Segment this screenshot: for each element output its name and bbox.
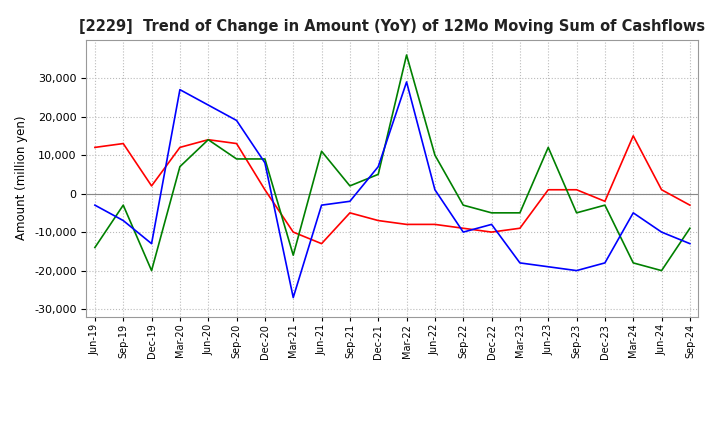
Free Cashflow bbox=[91, 202, 99, 208]
Investing Cashflow bbox=[119, 202, 127, 208]
Free Cashflow bbox=[176, 87, 184, 92]
Investing Cashflow bbox=[685, 226, 694, 231]
Operating Cashflow bbox=[176, 145, 184, 150]
Free Cashflow bbox=[516, 260, 524, 265]
Free Cashflow bbox=[544, 264, 552, 269]
Operating Cashflow bbox=[487, 229, 496, 235]
Free Cashflow bbox=[289, 295, 297, 300]
Free Cashflow bbox=[346, 198, 354, 204]
Operating Cashflow bbox=[459, 226, 467, 231]
Investing Cashflow bbox=[629, 260, 637, 265]
Investing Cashflow bbox=[374, 172, 382, 177]
Title: [2229]  Trend of Change in Amount (YoY) of 12Mo Moving Sum of Cashflows: [2229] Trend of Change in Amount (YoY) o… bbox=[79, 19, 706, 34]
Operating Cashflow bbox=[233, 141, 241, 146]
Investing Cashflow bbox=[176, 164, 184, 169]
Line: Operating Cashflow: Operating Cashflow bbox=[95, 136, 690, 244]
Investing Cashflow bbox=[572, 210, 581, 216]
Free Cashflow bbox=[487, 222, 496, 227]
Free Cashflow bbox=[431, 187, 439, 192]
Free Cashflow bbox=[204, 103, 212, 108]
Free Cashflow bbox=[374, 164, 382, 169]
Operating Cashflow bbox=[572, 187, 581, 192]
Free Cashflow bbox=[572, 268, 581, 273]
Investing Cashflow bbox=[459, 202, 467, 208]
Operating Cashflow bbox=[204, 137, 212, 142]
Free Cashflow bbox=[402, 79, 411, 84]
Investing Cashflow bbox=[657, 268, 666, 273]
Operating Cashflow bbox=[374, 218, 382, 223]
Investing Cashflow bbox=[289, 253, 297, 258]
Investing Cashflow bbox=[431, 152, 439, 158]
Y-axis label: Amount (million yen): Amount (million yen) bbox=[16, 116, 29, 240]
Operating Cashflow bbox=[629, 133, 637, 139]
Line: Investing Cashflow: Investing Cashflow bbox=[95, 55, 690, 271]
Operating Cashflow bbox=[346, 210, 354, 216]
Operating Cashflow bbox=[657, 187, 666, 192]
Investing Cashflow bbox=[148, 268, 156, 273]
Investing Cashflow bbox=[487, 210, 496, 216]
Free Cashflow bbox=[459, 229, 467, 235]
Operating Cashflow bbox=[402, 222, 411, 227]
Investing Cashflow bbox=[91, 245, 99, 250]
Free Cashflow bbox=[119, 218, 127, 223]
Investing Cashflow bbox=[544, 145, 552, 150]
Investing Cashflow bbox=[233, 156, 241, 161]
Free Cashflow bbox=[233, 118, 241, 123]
Operating Cashflow bbox=[318, 241, 326, 246]
Free Cashflow bbox=[261, 160, 269, 165]
Free Cashflow bbox=[685, 241, 694, 246]
Operating Cashflow bbox=[119, 141, 127, 146]
Operating Cashflow bbox=[91, 145, 99, 150]
Free Cashflow bbox=[600, 260, 609, 265]
Operating Cashflow bbox=[431, 222, 439, 227]
Operating Cashflow bbox=[544, 187, 552, 192]
Investing Cashflow bbox=[516, 210, 524, 216]
Investing Cashflow bbox=[402, 52, 411, 58]
Operating Cashflow bbox=[600, 198, 609, 204]
Investing Cashflow bbox=[600, 202, 609, 208]
Line: Free Cashflow: Free Cashflow bbox=[95, 82, 690, 297]
Operating Cashflow bbox=[148, 183, 156, 188]
Operating Cashflow bbox=[516, 226, 524, 231]
Operating Cashflow bbox=[685, 202, 694, 208]
Free Cashflow bbox=[148, 241, 156, 246]
Operating Cashflow bbox=[261, 187, 269, 192]
Investing Cashflow bbox=[261, 156, 269, 161]
Free Cashflow bbox=[318, 202, 326, 208]
Free Cashflow bbox=[629, 210, 637, 216]
Free Cashflow bbox=[657, 229, 666, 235]
Operating Cashflow bbox=[289, 229, 297, 235]
Investing Cashflow bbox=[346, 183, 354, 188]
Investing Cashflow bbox=[318, 149, 326, 154]
Investing Cashflow bbox=[204, 137, 212, 142]
